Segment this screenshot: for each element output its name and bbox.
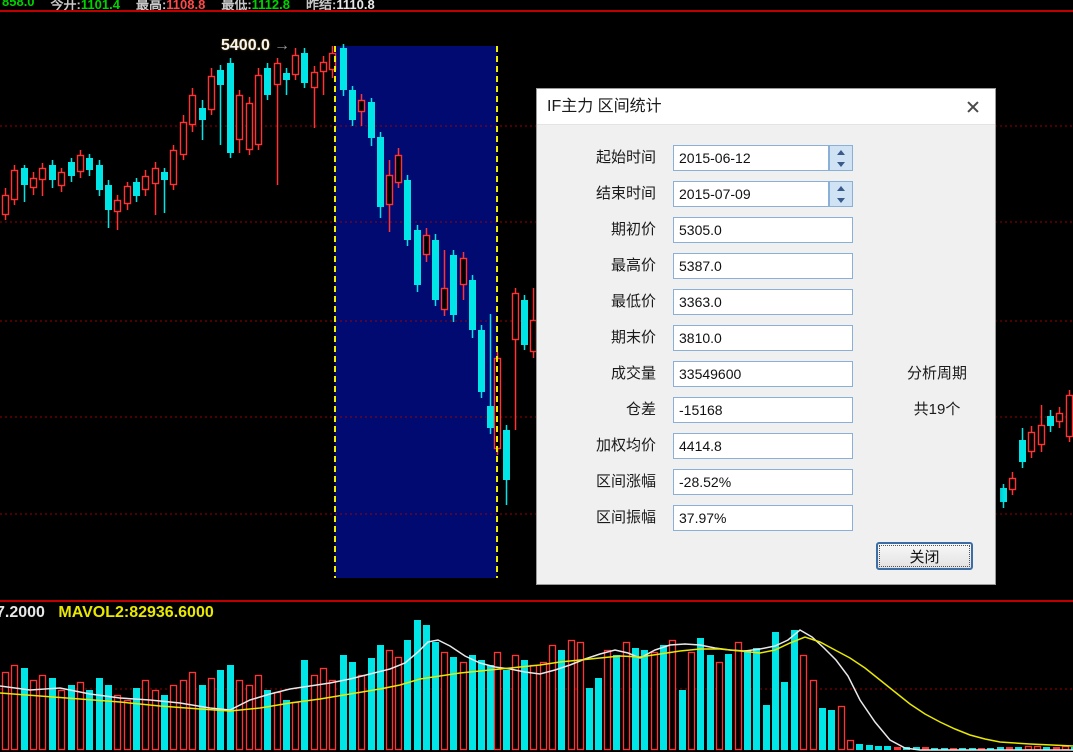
mavol2-value: MAVOL2:82936.6000 (58, 604, 214, 621)
range-amplitude-input[interactable] (673, 505, 853, 531)
end-date-input[interactable] (673, 181, 829, 207)
range-amplitude-label: 区间振幅 (595, 509, 656, 526)
end-time-label: 结束时间 (595, 185, 656, 202)
analysis-period-count: 共19个 (913, 401, 961, 418)
spinner-up-icon[interactable] (830, 182, 852, 194)
arrow-right-icon: → (273, 37, 290, 54)
high-price-input[interactable] (673, 253, 853, 279)
spinner-down-icon[interactable] (830, 194, 852, 206)
dialog-title: IF主力 区间统计 (547, 98, 662, 115)
quote-prev-settle: 昨结:1110.8 (306, 0, 375, 10)
volume-label: 成交量 (610, 365, 656, 382)
start-date-input[interactable] (673, 145, 829, 171)
vwap-input[interactable] (673, 433, 853, 459)
end-date-spinner[interactable] (829, 181, 853, 207)
close-price-label: 期末价 (610, 329, 656, 346)
analysis-period-label: 分析周期 (906, 365, 967, 382)
spinner-down-icon[interactable] (830, 158, 852, 170)
position-change-input[interactable] (673, 397, 853, 423)
quote-leading-value: 858.0 (2, 0, 35, 9)
mavol1-value: 7.2000 (0, 604, 45, 621)
high-price-label: 最高价 (610, 257, 656, 274)
volume-indicator-header: 7.2000 MAVOL2:82936.6000 (0, 604, 214, 622)
close-price-input[interactable] (673, 325, 853, 351)
quote-low: 最低:1112.8 (221, 0, 290, 10)
spinner-up-icon[interactable] (830, 146, 852, 158)
range-statistics-dialog: IF主力 区间统计 起始时间 结束时间 期初价 最高价 (536, 88, 996, 585)
low-price-label: 最低价 (610, 293, 656, 310)
quote-open: 今开:1101.4 (50, 0, 120, 10)
position-change-label: 仓差 (625, 401, 656, 418)
quote-high: 最高:1108.8 (135, 0, 206, 10)
dialog-titlebar[interactable]: IF主力 区间统计 (537, 89, 995, 125)
price-level-annotation: 5400.0 → (221, 37, 290, 54)
quote-info-bar: 858.0 今开:1101.4 最高:1108.8 最低:1112.8 昨结:1… (0, 0, 1073, 10)
open-price-input[interactable] (673, 217, 853, 243)
open-price-label: 期初价 (610, 221, 656, 238)
range-change-input[interactable] (673, 469, 853, 495)
close-button[interactable]: 关闭 (876, 542, 973, 570)
low-price-input[interactable] (673, 289, 853, 315)
start-date-spinner[interactable] (829, 145, 853, 171)
range-change-label: 区间涨幅 (595, 473, 656, 490)
close-icon[interactable] (964, 98, 982, 116)
vwap-label: 加权均价 (595, 437, 656, 454)
volume-input[interactable] (673, 361, 853, 387)
start-time-label: 起始时间 (595, 149, 656, 166)
